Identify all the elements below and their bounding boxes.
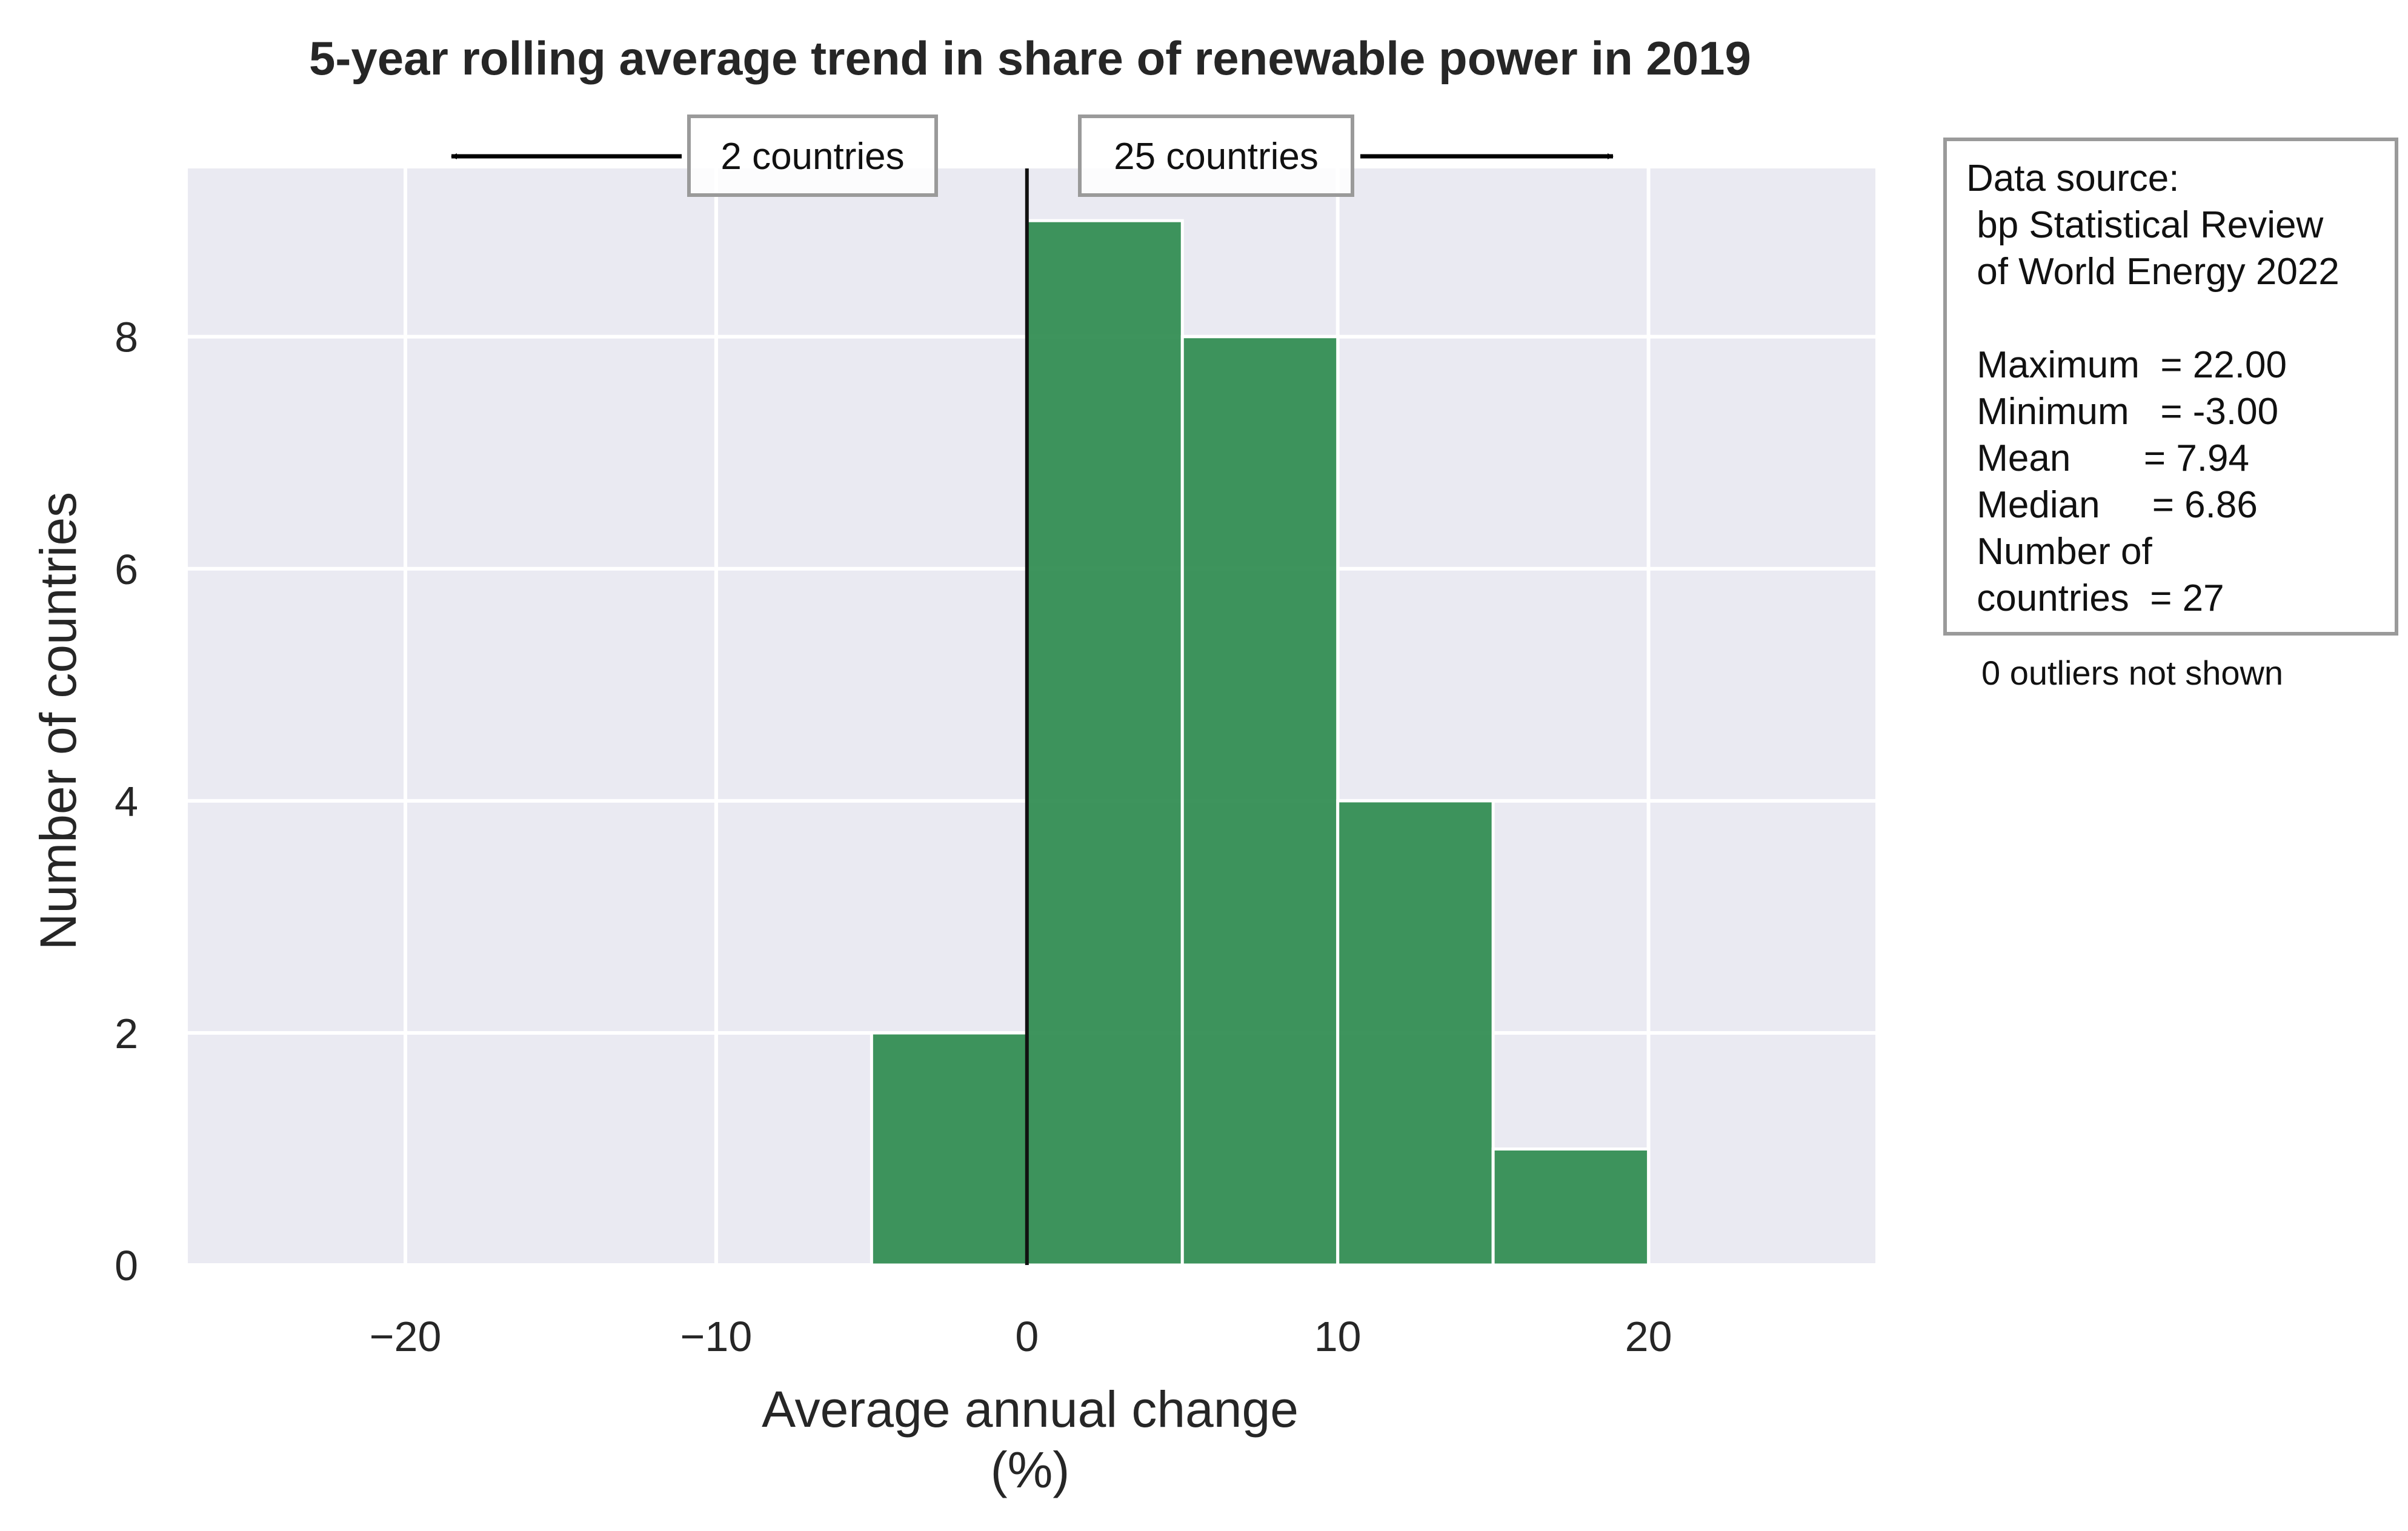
info-box-line: Median = 6.86 <box>1966 484 2258 526</box>
y-axis-ticks: 0 2 4 6 8 <box>115 314 138 1289</box>
info-box-line: Data source: <box>1966 158 2180 199</box>
x-tick-label: −20 <box>370 1313 442 1360</box>
y-tick-label: 0 <box>115 1242 138 1289</box>
callout-negative-countries: 2 countries <box>451 115 938 197</box>
info-box-line: bp Statistical Review <box>1966 204 2323 246</box>
info-box-line: Maximum = 22.00 <box>1966 344 2287 386</box>
x-tick-label: 10 <box>1314 1313 1362 1360</box>
y-tick-label: 6 <box>115 546 138 593</box>
histogram-bar <box>1180 335 1340 1267</box>
y-tick-label: 4 <box>115 778 138 825</box>
callout-left-box <box>687 115 938 197</box>
x-axis-unit: (%) <box>991 1441 1070 1498</box>
chart-title: 5-year rolling average trend in share of… <box>309 32 1751 85</box>
info-box-line: Mean = 7.94 <box>1966 437 2249 479</box>
x-axis-label: Average annual change <box>762 1381 1299 1438</box>
info-box-line: Minimum = -3.00 <box>1966 391 2278 433</box>
outliers-note: 0 outliers not shown <box>1981 654 2283 692</box>
statistics-info-box: Data source: bp Statistical Review of Wo… <box>1943 138 2398 636</box>
y-tick-label: 2 <box>115 1010 138 1057</box>
x-tick-label: −10 <box>680 1313 753 1360</box>
callout-right-box <box>1078 115 1354 197</box>
plot-area <box>188 168 1875 1267</box>
histogram-bar <box>1491 1147 1651 1267</box>
info-box-frame <box>1943 138 2398 636</box>
y-axis-label: Number of countries <box>30 492 87 950</box>
callout-positive-countries: 25 countries <box>1078 115 1614 197</box>
info-box-line: Number of <box>1966 531 2152 573</box>
histogram-bar <box>870 1031 1029 1267</box>
callout-left-label: 2 countries <box>720 136 904 178</box>
info-box-line: countries = 27 <box>1966 577 2224 619</box>
histogram-bar <box>1025 219 1184 1267</box>
x-tick-label: 0 <box>1015 1313 1039 1360</box>
x-tick-label: 20 <box>1625 1313 1672 1360</box>
histogram-bar <box>1336 799 1495 1267</box>
info-box-line: of World Energy 2022 <box>1966 251 2340 293</box>
callout-right-label: 25 countries <box>1114 136 1319 178</box>
y-tick-label: 8 <box>115 314 138 361</box>
x-axis-ticks: −20 −10 0 10 20 <box>370 1313 1672 1360</box>
histogram-bars <box>870 219 1651 1267</box>
info-box-text: Data source: bp Statistical Review of Wo… <box>1966 158 2340 619</box>
